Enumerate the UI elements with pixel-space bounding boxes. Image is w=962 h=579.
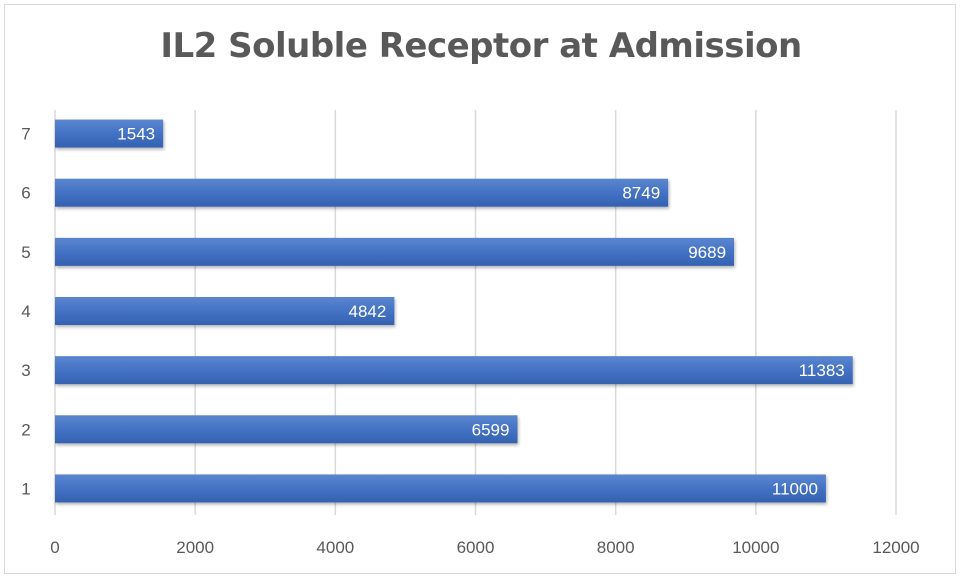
x-tick-label: 4000 xyxy=(316,538,354,557)
x-tick-label: 12000 xyxy=(872,538,919,557)
x-tick-label: 8000 xyxy=(597,538,635,557)
bar xyxy=(55,415,518,444)
data-label: 6599 xyxy=(472,420,510,439)
data-label: 11000 xyxy=(772,479,818,498)
bar xyxy=(55,178,669,207)
bar xyxy=(55,119,164,148)
y-tick-label: 5 xyxy=(21,243,30,262)
y-tick-label: 3 xyxy=(21,361,30,380)
y-tick-label: 4 xyxy=(21,302,30,321)
x-tick-label: 2000 xyxy=(176,538,214,557)
bar xyxy=(55,237,735,266)
data-label: 1543 xyxy=(117,125,155,144)
bar xyxy=(55,474,826,503)
y-tick-label: 1 xyxy=(21,479,30,498)
x-tick-label: 0 xyxy=(50,538,59,557)
bar xyxy=(55,297,395,325)
data-label: 8749 xyxy=(622,184,660,203)
chart-title: IL2 Soluble Receptor at Admission xyxy=(160,26,802,66)
data-label: 4842 xyxy=(349,302,387,321)
chart-frame xyxy=(4,4,956,574)
bar xyxy=(55,356,853,385)
x-tick-label: 10000 xyxy=(732,538,779,557)
y-tick-label: 2 xyxy=(21,420,30,439)
y-tick-label: 7 xyxy=(21,125,30,144)
data-label: 11383 xyxy=(799,361,845,380)
data-label: 9689 xyxy=(688,243,726,262)
y-tick-label: 6 xyxy=(21,184,30,203)
x-tick-label: 6000 xyxy=(457,538,495,557)
